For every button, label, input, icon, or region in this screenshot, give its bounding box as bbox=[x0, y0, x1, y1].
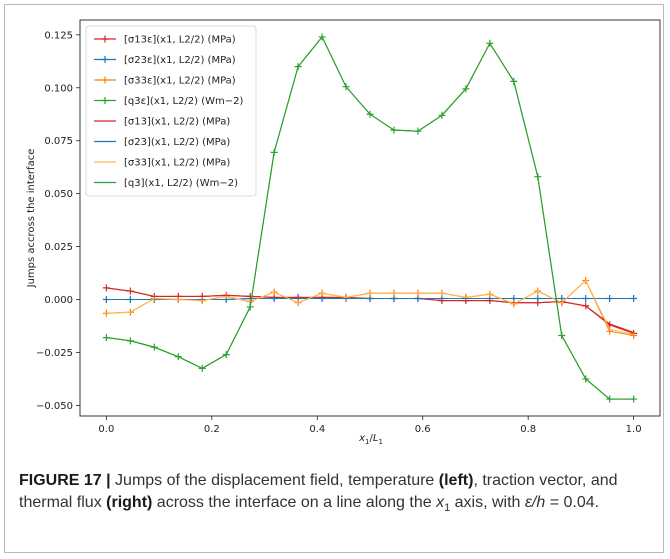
x-tick-label: 0.4 bbox=[309, 424, 325, 435]
legend-label: [σ23](x1, L2/2) (MPa) bbox=[124, 137, 230, 148]
x-tick-label: 0.2 bbox=[204, 424, 220, 435]
legend-marker bbox=[101, 76, 109, 84]
legend-entry: [σ13ε](x1, L2/2) (MPa) bbox=[94, 35, 236, 46]
y-tick-label: −0.050 bbox=[36, 401, 73, 412]
caption-figure-label: FIGURE 17 | bbox=[19, 472, 111, 489]
y-tick-label: 0.125 bbox=[44, 30, 73, 41]
legend-label: [σ13](x1, L2/2) (MPa) bbox=[124, 117, 230, 128]
caption-text-4: axis, with bbox=[450, 494, 525, 511]
legend-box bbox=[85, 25, 257, 197]
legend-entry: [σ33ε](x1, L2/2) (MPa) bbox=[94, 76, 236, 87]
legend: [σ13ε](x1, L2/2) (MPa) [σ23ε](x1, L2/2) (… bbox=[85, 25, 257, 197]
legend-entry: [q3ε](x1, L2/2) (Wm−2) bbox=[94, 96, 243, 107]
caption-ratio: ε/h bbox=[524, 494, 546, 511]
x-axis-label: x1/L1 bbox=[358, 433, 383, 446]
caption-text-3: across the interface on a line along the bbox=[152, 494, 437, 511]
legend-marker bbox=[101, 35, 109, 43]
y-tick-label: 0.050 bbox=[44, 189, 73, 200]
caption-text-2: , traction vector, and thermal flux bbox=[19, 472, 618, 511]
line-chart: 0.0 0.2 0.4 0.6 0.8 1.0 −0.050 −0.025 0.000 0.025… bbox=[26, 19, 661, 446]
x-tick-label: 0.0 bbox=[98, 424, 114, 435]
series-6 bbox=[106, 297, 634, 301]
ticks-layer: 0.0 0.2 0.4 0.6 0.8 1.0 −0.050 −0.025 0.000 0.025… bbox=[36, 30, 642, 435]
legend-entry: [σ23ε](x1, L2/2) (MPa) bbox=[94, 55, 236, 66]
legend-marker bbox=[101, 56, 109, 63]
legend-entry: [σ23](x1, L2/2) (MPa) bbox=[94, 137, 230, 148]
legend-label: [σ33](x1, L2/2) (MPa) bbox=[124, 158, 230, 169]
legend-label: [q3](x1, L2/2) (Wm−2) bbox=[124, 178, 238, 189]
series-8 bbox=[106, 35, 634, 400]
series-line bbox=[106, 297, 634, 301]
legend-label: [σ23ε](x1, L2/2) (MPa) bbox=[124, 55, 236, 66]
caption-bold-right: (right) bbox=[106, 494, 153, 511]
figure-caption: FIGURE 17 | Jumps of the displacement fi… bbox=[19, 470, 651, 519]
caption-var-x: x bbox=[436, 494, 445, 511]
caption-var-x-sub: 1 bbox=[444, 502, 451, 515]
caption-text-1: Jumps of the displacement field, tempera… bbox=[110, 472, 439, 489]
y-tick-label: −0.025 bbox=[36, 348, 73, 359]
y-tick-label: 0.025 bbox=[44, 242, 73, 253]
y-tick-label: 0.000 bbox=[44, 295, 73, 306]
y-tick-label: 0.100 bbox=[44, 83, 73, 94]
series-line bbox=[106, 35, 634, 400]
legend-entry: [σ33](x1, L2/2) (MPa) bbox=[94, 158, 230, 169]
series-7 bbox=[106, 279, 634, 336]
series-layer bbox=[102, 33, 638, 403]
x-tick-label: 0.6 bbox=[415, 424, 431, 435]
legend-label: [q3ε](x1, L2/2) (Wm−2) bbox=[124, 96, 243, 107]
x-tick-label: 0.8 bbox=[520, 424, 536, 435]
legend-label: [σ33ε](x1, L2/2) (MPa) bbox=[124, 76, 236, 87]
plot-area-frame bbox=[79, 19, 661, 417]
x-tick-label: 1.0 bbox=[626, 424, 642, 435]
axes bbox=[79, 19, 661, 417]
y-axis-label: Jumps accross the interface bbox=[26, 149, 37, 289]
legend-entry: [q3](x1, L2/2) (Wm−2) bbox=[94, 178, 238, 189]
series-line bbox=[106, 279, 634, 336]
data-point bbox=[630, 332, 638, 340]
legend-entry: [σ13](x1, L2/2) (MPa) bbox=[94, 117, 230, 128]
legend-label: [σ13ε](x1, L2/2) (MPa) bbox=[124, 35, 236, 46]
caption-text-5: = 0.04. bbox=[545, 494, 600, 511]
y-tick-label: 0.075 bbox=[44, 136, 73, 147]
series-3 bbox=[102, 276, 638, 340]
legend-marker bbox=[101, 97, 109, 104]
caption-bold-left: (left) bbox=[438, 472, 474, 489]
